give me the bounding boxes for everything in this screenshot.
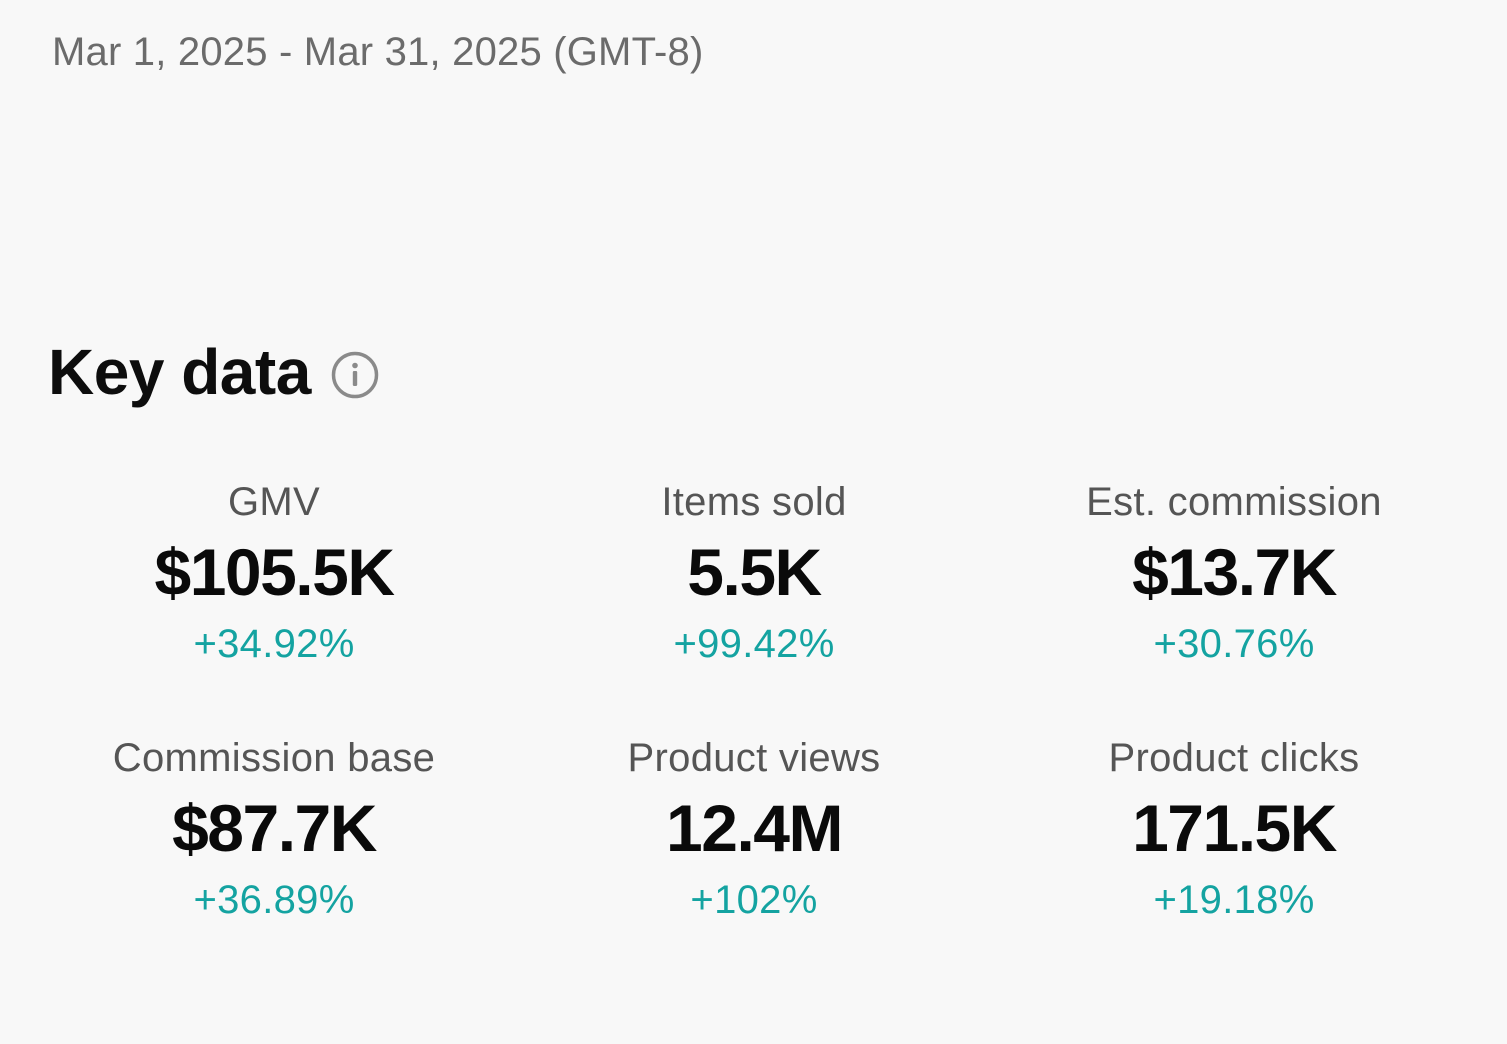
metric-change: +102% — [690, 878, 818, 922]
metric-est-commission[interactable]: Est. commission $13.7K +30.76% — [994, 478, 1474, 734]
metric-label: GMV — [227, 480, 320, 524]
metric-change: +19.18% — [1153, 878, 1315, 922]
metric-change: +99.42% — [673, 622, 835, 666]
metric-change: +34.92% — [193, 622, 355, 666]
metric-change: +36.89% — [193, 878, 355, 922]
metric-value: $87.7K — [172, 791, 377, 865]
metric-commission-base[interactable]: Commission base $87.7K +36.89% — [34, 734, 514, 990]
metric-label: Est. commission — [1086, 480, 1382, 524]
metric-value: $105.5K — [154, 535, 395, 609]
metric-value: $13.7K — [1132, 535, 1337, 609]
section-title: Key data — [48, 336, 311, 408]
metric-label: Items sold — [661, 480, 847, 524]
metrics-grid: GMV $105.5K +34.92% Items sold 5.5K +99.… — [34, 478, 1474, 990]
metric-items-sold[interactable]: Items sold 5.5K +99.42% — [514, 478, 994, 734]
metric-change: +30.76% — [1153, 622, 1315, 666]
metric-label: Product clicks — [1108, 736, 1360, 780]
metric-gmv[interactable]: GMV $105.5K +34.92% — [34, 478, 514, 734]
metric-value: 171.5K — [1132, 791, 1337, 865]
metric-value: 12.4M — [666, 791, 843, 865]
date-range[interactable]: Mar 1, 2025 - Mar 31, 2025 (GMT-8) — [52, 30, 704, 74]
info-circle-icon[interactable] — [331, 351, 379, 399]
key-data-header: Key data — [48, 340, 379, 404]
metric-label: Commission base — [112, 736, 436, 780]
metric-product-clicks[interactable]: Product clicks 171.5K +19.18% — [994, 734, 1474, 990]
metric-label: Product views — [627, 736, 881, 780]
metric-value: 5.5K — [687, 535, 822, 609]
metric-product-views[interactable]: Product views 12.4M +102% — [514, 734, 994, 990]
